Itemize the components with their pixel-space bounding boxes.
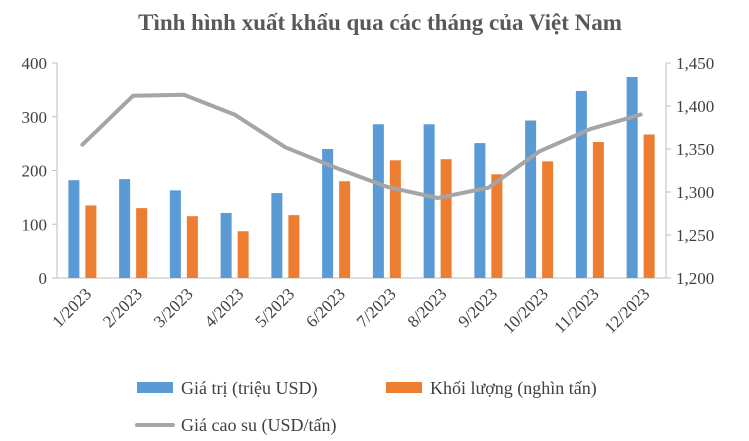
x-tick-label: 8/2023 bbox=[404, 284, 451, 331]
bar-khoi-luong bbox=[643, 134, 655, 278]
y-left-tick-label: 400 bbox=[22, 54, 48, 73]
bar-khoi-luong bbox=[339, 181, 351, 278]
x-tick-label: 3/2023 bbox=[150, 284, 197, 331]
bar-khoi-luong bbox=[288, 215, 300, 278]
chart-title: Tình hình xuất khẩu qua các tháng của Vi… bbox=[138, 10, 622, 35]
bar-gia-tri bbox=[423, 124, 435, 279]
bar-khoi-luong bbox=[85, 205, 97, 278]
y-right-tick-label: 1,250 bbox=[676, 226, 714, 245]
y-left-tick-label: 200 bbox=[22, 162, 48, 181]
x-tick-label: 7/2023 bbox=[353, 284, 400, 331]
legend-label-khoi-luong: Khối lượng (nghìn tấn) bbox=[430, 378, 597, 399]
line-gia-cao-su bbox=[80, 92, 643, 200]
x-tick-label: 5/2023 bbox=[251, 284, 298, 331]
bar-gia-tri bbox=[119, 179, 131, 278]
bar-gia-tri bbox=[525, 120, 537, 278]
bar-khoi-luong bbox=[491, 174, 503, 278]
y-right-tick-label: 1,450 bbox=[676, 54, 714, 73]
bar-gia-tri bbox=[169, 190, 181, 278]
legend-swatch-khoi-luong bbox=[386, 382, 422, 393]
y-right-tick-label: 1,350 bbox=[676, 140, 714, 159]
x-tick-label: 1/2023 bbox=[48, 284, 95, 331]
x-tick-label: 9/2023 bbox=[454, 284, 501, 331]
y-right-tick-label: 1,400 bbox=[676, 97, 714, 116]
y-right-tick-label: 1,200 bbox=[676, 269, 714, 288]
bar-khoi-luong bbox=[389, 160, 401, 278]
y-left-tick-label: 0 bbox=[39, 269, 48, 288]
x-tick-label: 11/2023 bbox=[550, 284, 602, 336]
y-right-tick-label: 1,300 bbox=[676, 183, 714, 202]
legend-label-gia-cao-su: Giá cao su (USD/tấn) bbox=[181, 415, 336, 436]
legend-swatch-gia-tri bbox=[137, 382, 173, 393]
bar-khoi-luong bbox=[237, 231, 249, 278]
bar-gia-tri bbox=[68, 180, 80, 278]
bar-gia-tri bbox=[474, 143, 486, 278]
bar-gia-tri bbox=[322, 149, 334, 278]
bar-gia-tri bbox=[271, 193, 283, 278]
x-tick-label: 2/2023 bbox=[99, 284, 146, 331]
legend-label-gia-tri: Giá trị (triệu USD) bbox=[181, 378, 317, 399]
bar-khoi-luong bbox=[542, 161, 554, 278]
bar-gia-tri bbox=[372, 124, 384, 279]
bar-gia-tri bbox=[575, 90, 587, 278]
bar-khoi-luong bbox=[186, 216, 198, 278]
x-tick-label: 12/2023 bbox=[601, 284, 654, 337]
bar-khoi-luong bbox=[136, 208, 148, 278]
y-left-tick-label: 100 bbox=[22, 215, 48, 234]
bar-gia-tri bbox=[220, 212, 232, 278]
x-tick-label: 4/2023 bbox=[201, 284, 248, 331]
bar-gia-tri bbox=[626, 76, 638, 278]
x-tick-label: 6/2023 bbox=[302, 284, 349, 331]
bar-khoi-luong bbox=[440, 159, 452, 278]
y-left-tick-label: 300 bbox=[22, 108, 48, 127]
bar-khoi-luong bbox=[592, 142, 604, 278]
x-tick-label: 10/2023 bbox=[499, 284, 552, 337]
